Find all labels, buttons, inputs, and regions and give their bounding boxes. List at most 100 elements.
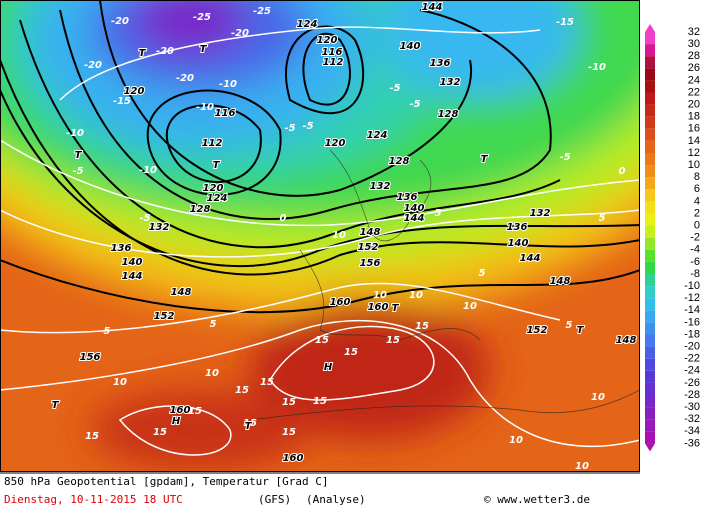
temperature-label: 10 (205, 368, 219, 379)
temperature-label: 15 (243, 418, 257, 429)
temperature-label: 15 (282, 427, 296, 438)
geopotential-label: 124 (367, 130, 388, 141)
temperature-label: 10 (373, 290, 387, 301)
pressure-center: T (245, 421, 253, 432)
scale-swatch (645, 140, 655, 153)
temperature-label: 15 (415, 321, 429, 332)
geopotential-label: 132 (149, 222, 170, 233)
scale-label: -26 (684, 377, 700, 389)
pressure-center: T (213, 160, 221, 171)
temperature-label: -5 (389, 83, 400, 94)
scale-swatch (645, 395, 655, 408)
temperature-label: -10 (219, 79, 237, 90)
pressure-center: H (324, 362, 333, 373)
scale-swatch (645, 261, 655, 274)
scale-swatch (645, 213, 655, 226)
pressure-center: T (481, 154, 489, 165)
temperature-label: 0 (280, 213, 287, 224)
geopotential-label: 156 (360, 258, 381, 269)
scale-swatch (645, 310, 655, 323)
scale-label: -20 (684, 341, 700, 353)
pressure-center: T (75, 150, 83, 161)
geopotential-label: 128 (438, 109, 459, 120)
geopotential-label: 136 (397, 192, 418, 203)
geopotential-contours (0, 0, 640, 314)
scale-swatch (645, 237, 655, 250)
scale-label: -32 (684, 413, 700, 425)
temperature-label: -5 (559, 152, 570, 163)
scale-label: 4 (694, 195, 700, 207)
geopotential-label: 120 (325, 138, 346, 149)
scale-label: 24 (688, 74, 700, 86)
scale-swatch (645, 201, 655, 214)
geopotential-label: 120 (124, 86, 145, 97)
geopotential-label: 140 (400, 41, 421, 52)
geopotential-label: 156 (80, 352, 101, 363)
temperature-label: 5 (599, 213, 606, 224)
scale-swatch (645, 56, 655, 69)
geopotential-label: 132 (370, 181, 391, 192)
geopotential-label: 148 (616, 335, 637, 346)
scale-arrow-bottom (645, 443, 655, 452)
geopotential-label: 140 (122, 257, 143, 268)
scale-swatch (645, 32, 655, 45)
scale-label: 32 (688, 26, 700, 38)
scale-label: -36 (684, 437, 700, 449)
scale-label: 30 (688, 38, 700, 50)
temperature-label: 10 (463, 301, 477, 312)
temperature-label: 0 (619, 166, 626, 177)
geopotential-label: 140 (404, 203, 425, 214)
temperature-label: 15 (235, 385, 249, 396)
scale-swatch (645, 382, 655, 395)
scale-label: 6 (694, 183, 700, 195)
scale-label: -6 (690, 256, 700, 268)
scale-swatch (645, 346, 655, 359)
scale-swatch (645, 92, 655, 105)
geopotential-label: 152 (527, 325, 548, 336)
temperature-label: -20 (84, 60, 102, 71)
scale-label: -28 (684, 389, 700, 401)
geopotential-label: 120 (317, 35, 338, 46)
temperature-label: -5 (409, 99, 420, 110)
temperature-label: 5 (479, 268, 486, 279)
scale-label: 20 (688, 99, 700, 111)
geopotential-label: 144 (520, 253, 541, 264)
map-frame (0, 0, 640, 472)
scale-swatch (645, 165, 655, 178)
temperature-label: 10 (409, 290, 423, 301)
scale-swatch (645, 225, 655, 238)
scale-swatch (645, 249, 655, 262)
scale-label: -2 (690, 232, 700, 244)
temperature-label: -5 (72, 166, 83, 177)
temperature-label: 15 (344, 347, 358, 358)
pressure-center: T (200, 44, 208, 55)
footer-credit: © www.wetter3.de (484, 493, 590, 506)
temperature-label: -20 (231, 28, 249, 39)
map-labels: -20 -25 -25 -20 -20 -20 -20 -15 -10 -10 -10 -5 -5 -10… (51, 1, 638, 472)
temperature-label: -20 (111, 16, 129, 27)
temperature-label: -20 (156, 46, 174, 57)
scale-swatch (645, 370, 655, 383)
pressure-center: T (52, 400, 60, 411)
temperature-label: -10 (588, 62, 606, 73)
scale-swatch (645, 80, 655, 93)
scale-label: 10 (688, 159, 700, 171)
scale-label: 0 (694, 220, 700, 232)
temperature-isotherms (0, 26, 640, 456)
scale-label: 16 (688, 123, 700, 135)
temperature-label: -5 (139, 213, 150, 224)
temperature-label: 5 (104, 326, 111, 337)
temperature-label: -10 (66, 128, 84, 139)
temperature-label: 5 (435, 208, 442, 219)
scale-swatch (645, 334, 655, 347)
geopotential-label: 160 (170, 405, 191, 416)
temperature-label: 15 (153, 427, 167, 438)
geopotential-label: 128 (389, 156, 410, 167)
scale-swatch (645, 177, 655, 190)
scale-swatch (645, 68, 655, 81)
scale-label: 2 (694, 207, 700, 219)
color-scale: 32302826242220181614121086420-2-4-6-8-10… (645, 24, 700, 452)
geopotential-label: 144 (122, 271, 143, 282)
scale-label: -8 (690, 268, 700, 280)
pressure-center: T (139, 48, 147, 59)
